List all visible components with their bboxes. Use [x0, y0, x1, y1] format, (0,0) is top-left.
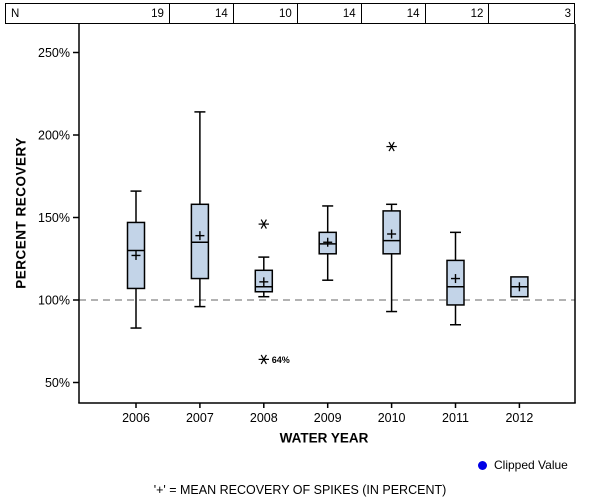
- n-table-cell: 12: [424, 4, 489, 23]
- n-table-cell: 3: [488, 4, 576, 23]
- n-count: 12: [470, 7, 484, 20]
- n-table-cell: 10: [232, 4, 297, 23]
- n-count: 10: [278, 7, 292, 20]
- y-tick-label: 200%: [38, 129, 70, 143]
- n-table-cell: 14: [360, 4, 425, 23]
- x-tick-label: 2006: [122, 411, 150, 425]
- x-tick-label: 2012: [505, 411, 533, 425]
- n-count: 14: [342, 7, 356, 20]
- y-axis-title: PERCENT RECOVERY: [13, 137, 29, 289]
- y-tick-label: 100%: [38, 294, 70, 308]
- x-tick-label: 2008: [250, 411, 278, 425]
- legend-label: Clipped Value: [494, 458, 568, 472]
- box-rect-2007: [190, 203, 210, 280]
- x-tick-label: 2010: [378, 411, 406, 425]
- n-table-label: N: [11, 7, 20, 20]
- n-count: 14: [406, 7, 420, 20]
- y-tick-label: 150%: [38, 211, 70, 225]
- y-tick-label: 250%: [38, 46, 70, 60]
- x-axis-title: WATER YEAR: [279, 430, 369, 446]
- x-tick-label: 2009: [314, 411, 342, 425]
- footnote: '+' = MEAN RECOVERY OF SPIKES (IN PERCEN…: [153, 483, 447, 497]
- n-table-cell: N 19: [6, 4, 169, 23]
- n-count: 3: [564, 7, 571, 20]
- outlier-asterisk: [388, 141, 395, 152]
- outlier-asterisk: [260, 219, 267, 229]
- n-table-cell: 14: [168, 4, 233, 23]
- n-count: 14: [215, 7, 228, 20]
- x-tick-label: 2011: [442, 411, 469, 425]
- n-count-table: N 19 14 10 14 14 12 3: [5, 3, 575, 24]
- clipped-value-marker-icon: [478, 460, 487, 470]
- x-tick-label: 2007: [186, 411, 214, 425]
- outlier-asterisk: [260, 354, 267, 365]
- n-table-cell: 14: [296, 4, 361, 23]
- n-count: 19: [151, 7, 164, 20]
- y-tick-label: 50%: [45, 376, 70, 390]
- outlier-label: 64%: [272, 355, 290, 365]
- legend-clipped-value: Clipped Value: [478, 458, 568, 472]
